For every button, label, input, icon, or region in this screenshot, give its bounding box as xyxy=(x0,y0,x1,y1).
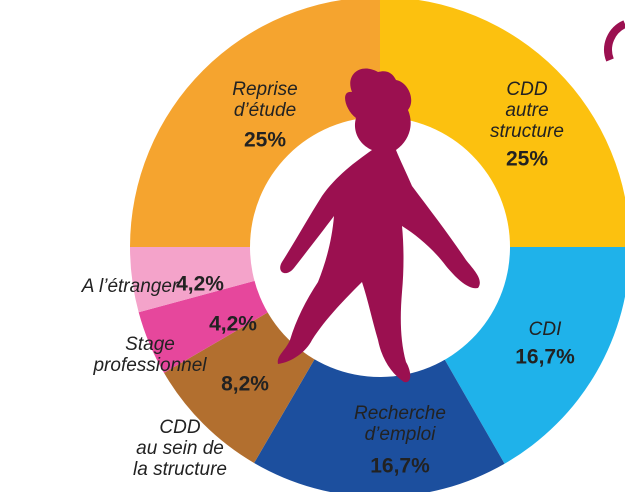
segment xyxy=(130,0,380,247)
category-label: CDI xyxy=(529,319,562,340)
category-label: A l’étranger xyxy=(81,276,179,297)
segment xyxy=(164,307,320,463)
value-label: 25% xyxy=(506,148,548,171)
donut xyxy=(130,0,625,492)
category-label: Reprise d’étude xyxy=(232,79,297,121)
value-label: 8,2% xyxy=(221,373,269,396)
category-label: Stage professionnel xyxy=(92,334,207,376)
segment xyxy=(130,247,265,313)
category-label: CDD au sein de la structure xyxy=(133,417,227,480)
value-label: 25% xyxy=(244,129,286,152)
value-label: 4,2% xyxy=(176,273,224,296)
segment xyxy=(254,350,505,492)
category-label: CDD autre structure xyxy=(490,79,564,142)
value-label: 16,7% xyxy=(515,346,575,369)
silhouette xyxy=(277,68,480,383)
segment xyxy=(138,278,277,373)
value-label: 4,2% xyxy=(209,313,257,336)
segment xyxy=(439,247,625,464)
value-label: 16,7% xyxy=(370,455,430,478)
segment xyxy=(380,0,625,247)
category-label: Recherche d’emploi xyxy=(354,403,446,445)
labels: CDD autre structure 25% CDI 16,7% Recherche d’e… xyxy=(81,79,575,480)
logo xyxy=(604,20,625,62)
